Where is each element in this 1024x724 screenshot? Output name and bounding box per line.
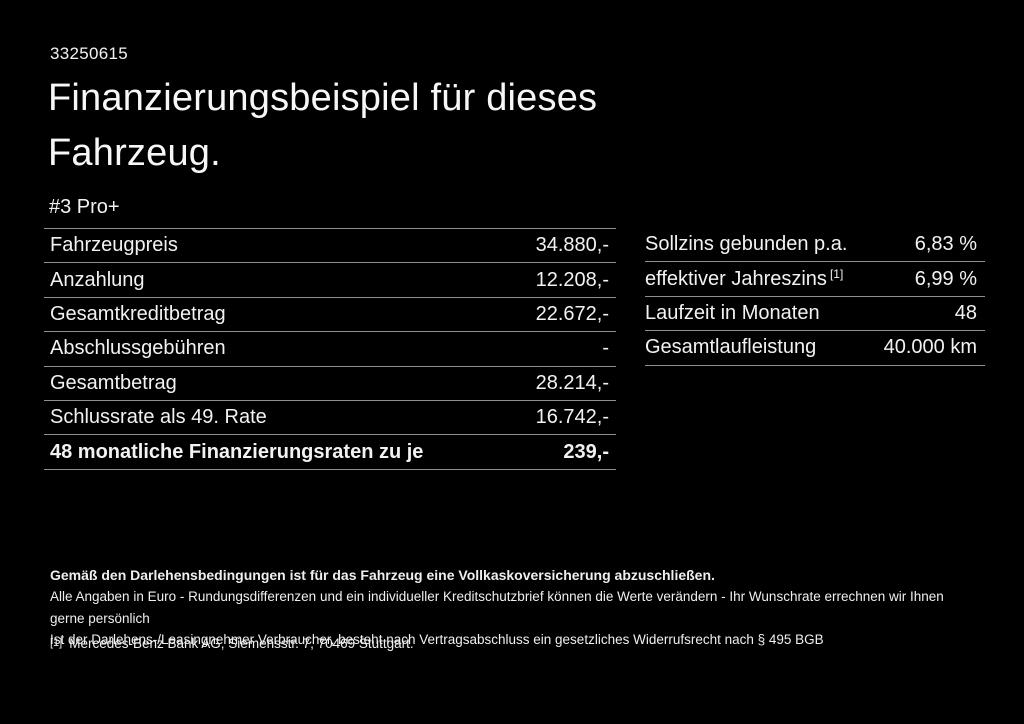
row-label: Gesamtkreditbetrag [50, 302, 226, 325]
row-value: - [602, 337, 609, 360]
footnote-ref: [1] [829, 266, 844, 281]
row-value: 239,- [563, 440, 609, 463]
page-title-line2: Fahrzeug. [48, 132, 221, 174]
table-row: Gesamtbetrag 28.214,- [44, 367, 616, 401]
row-label: Schlussrate als 49. Rate [50, 406, 267, 429]
table-row: Gesamtkreditbetrag 22.672,- [44, 298, 616, 333]
table-row: Sollzins gebunden p.a. 6,83 % [645, 228, 985, 263]
row-value: 22.672,- [535, 302, 609, 325]
row-label: Abschlussgebühren [50, 337, 226, 360]
row-label: Gesamtbetrag [50, 371, 177, 394]
table-row: 48 monatliche Finanzierungsraten zu je 23… [44, 435, 616, 470]
row-label: 48 monatliche Finanzierungsraten zu je [50, 440, 424, 463]
vehicle-model-label: #3 Pro+ [49, 196, 120, 218]
disclaimer-line-widerruf: Ist der Darlehens-/Leasingnehmer Verbrau… [50, 632, 824, 648]
table-row: Fahrzeugpreis 34.880,- [44, 229, 616, 264]
row-value: 16.742,- [535, 406, 609, 429]
row-value: 12.208,- [535, 268, 609, 291]
page-title-line1: Finanzierungsbeispiel für dieses [48, 77, 598, 119]
footnote: [1] Mercedes-Benz Bank AG, Siemensstr. 7,… [50, 636, 414, 651]
row-value: 28.214,- [535, 371, 609, 394]
finance-table: Fahrzeugpreis 34.880,- Anzahlung 12.208,- Ge… [44, 228, 616, 470]
disclaimer-line-euro: Alle Angaben in Euro - Rundungsdifferenz… [50, 589, 944, 626]
disclaimer-line-insurance: Gemäß den Darlehensbedingungen ist für d… [50, 567, 715, 583]
row-label: Anzahlung [50, 268, 145, 291]
table-row: Schlussrate als 49. Rate 16.742,- [44, 401, 616, 436]
row-value: 6,83 % [914, 233, 977, 256]
footnote-marker: [1] [50, 637, 63, 649]
conditions-table: Sollzins gebunden p.a. 6,83 % effektiver J… [645, 228, 985, 366]
table-row: Gesamtlaufleistung 40.000 km [645, 331, 985, 366]
row-label: Gesamtlaufleistung [645, 336, 817, 359]
row-value: 34.880,- [535, 234, 609, 257]
page-title: Finanzierungsbeispiel für dieses Fahrzeug… [48, 71, 597, 181]
disclaimer: Gemäß den Darlehensbedingungen ist für d… [50, 565, 980, 651]
footnote-text: Mercedes-Benz Bank AG, Siemensstr. 7, 70… [69, 636, 414, 651]
row-value: 48 [954, 301, 977, 324]
row-label: Fahrzeugpreis [50, 234, 178, 257]
table-row: Laufzeit in Monaten 48 [645, 297, 985, 332]
row-value: 40.000 km [883, 336, 977, 359]
row-label: Laufzeit in Monaten [645, 301, 820, 324]
table-row: Anzahlung 12.208,- [44, 263, 616, 298]
row-label: Sollzins gebunden p.a. [645, 233, 848, 256]
row-value: 6,99 % [914, 267, 977, 290]
table-row: Abschlussgebühren - [44, 332, 616, 367]
row-label: effektiver Jahreszins [1] [645, 266, 844, 290]
table-row: effektiver Jahreszins [1] 6,99 % [645, 262, 985, 297]
document-number: 33250615 [50, 44, 129, 63]
